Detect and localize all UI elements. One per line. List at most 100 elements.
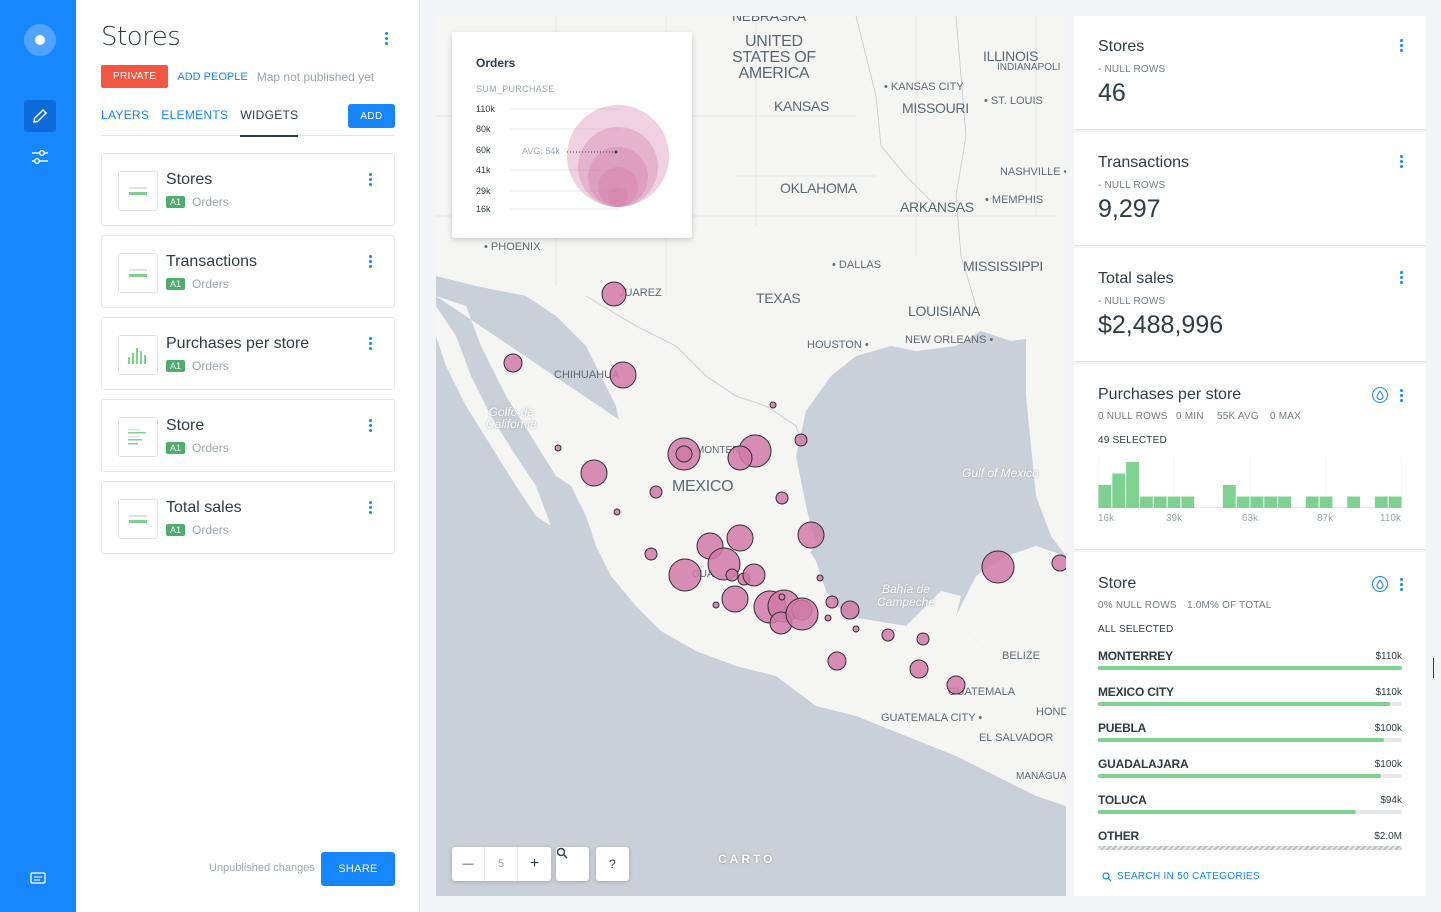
zoom-control: — 5 +: [452, 847, 551, 881]
map-label-indianapolis: INDIANAPOLI: [997, 62, 1061, 73]
histogram-bar[interactable]: [1305, 496, 1319, 509]
category-bar: [1098, 702, 1402, 706]
widget-options-kebab-icon[interactable]: [1397, 389, 1405, 402]
widget-card-total-sales[interactable]: Total sales A1 Orders: [101, 481, 395, 554]
min-stat: 0 MIN: [1176, 411, 1204, 422]
histogram-bar[interactable]: [1236, 496, 1250, 509]
category-item-other[interactable]: OTHER $2.0M: [1098, 829, 1402, 853]
privacy-button[interactable]: PRIVATE: [101, 65, 169, 88]
map-options-kebab-icon[interactable]: [382, 32, 390, 45]
map-label-chihuahua: CHIHUAHUA: [554, 369, 620, 381]
editor-panel: Stores PRIVATE ADD PEOPLE Map not publis…: [76, 0, 420, 912]
histogram-bar[interactable]: [1319, 496, 1333, 509]
settings-sliders-icon[interactable]: [24, 141, 56, 173]
null-rows: - NULL ROWS: [1098, 180, 1166, 191]
zoom-out-button[interactable]: —: [452, 847, 485, 881]
source-name: Orders: [192, 441, 229, 455]
layer-badge: A1: [166, 360, 186, 372]
histogram-bar[interactable]: [1098, 485, 1112, 508]
widget-options-kebab-icon[interactable]: [366, 255, 374, 268]
layer-badge: A1: [166, 196, 186, 208]
category-item[interactable]: MEXICO CITY $110k: [1098, 685, 1402, 709]
category-name: MONTERREY: [1098, 649, 1173, 663]
widget-options-kebab-icon[interactable]: [366, 337, 374, 350]
map-label-mississippi: MISSISSIPPI: [963, 258, 1043, 274]
histogram-bar[interactable]: [1139, 496, 1153, 509]
editor-tabs: LAYERS ELEMENTS WIDGETS: [101, 108, 395, 137]
source-name: Orders: [192, 195, 229, 209]
map-label-illinois: ILLINOIS: [983, 48, 1039, 64]
map-label-dallas: • DALLAS: [832, 259, 882, 271]
widget-card-transactions[interactable]: Transactions A1 Orders: [101, 235, 395, 308]
widget-options-kebab-icon[interactable]: [366, 173, 374, 186]
histogram-bar[interactable]: [1264, 496, 1278, 509]
histogram-chart[interactable]: [1098, 458, 1402, 508]
search-categories-link[interactable]: SEARCH IN 50 CATEGORIES: [1102, 871, 1260, 882]
histogram-bar[interactable]: [1167, 496, 1181, 509]
feedback-chat-icon[interactable]: [30, 872, 46, 891]
category-bar: [1098, 846, 1402, 850]
widget-title: Purchases per store: [1098, 386, 1242, 403]
histogram-bar[interactable]: [1347, 496, 1361, 509]
null-rows: - NULL ROWS: [1098, 64, 1166, 75]
histogram-bar[interactable]: [1222, 485, 1236, 508]
tab-widgets[interactable]: WIDGETS: [240, 108, 299, 137]
map-title[interactable]: Stores: [101, 22, 181, 52]
histogram-bar[interactable]: [1181, 496, 1195, 509]
map-label-el-salvador: EL SALVADOR: [979, 732, 1054, 744]
help-button[interactable]: ?: [596, 847, 629, 881]
color-by-drop-icon[interactable]: [1372, 576, 1388, 592]
tab-elements[interactable]: ELEMENTS: [161, 108, 229, 122]
zoom-in-button[interactable]: +: [529, 855, 540, 872]
legend-tick: 16k: [476, 204, 491, 214]
histogram-bar[interactable]: [1126, 462, 1139, 508]
widget-card-store[interactable]: Store A1 Orders: [101, 399, 395, 472]
widget-options-kebab-icon[interactable]: [1397, 39, 1405, 52]
widget-card-purchases-per-store[interactable]: Purchases per store A1 Orders: [101, 317, 395, 390]
edit-map-pencil-icon[interactable]: [24, 100, 56, 132]
widget-value: 9,297: [1098, 195, 1161, 223]
map-label-phoenix: • PHOENIX: [484, 241, 541, 253]
histogram-bar[interactable]: [1112, 473, 1126, 509]
publish-status: Map not published yet: [256, 69, 375, 84]
carto-logo-icon[interactable]: [24, 24, 56, 56]
widget-options-kebab-icon[interactable]: [1397, 155, 1405, 168]
category-item[interactable]: GUADALAJARA $100k: [1098, 757, 1402, 781]
legend-subtitle: SUM_PURCHASE: [476, 84, 555, 94]
carto-attribution: CARTO: [718, 852, 776, 866]
tab-layers[interactable]: LAYERS: [101, 108, 150, 122]
histogram-bar[interactable]: [1153, 496, 1167, 509]
search-categories-label: SEARCH IN 50 CATEGORIES: [1117, 871, 1260, 882]
category-item[interactable]: MONTERREY $110k: [1098, 649, 1402, 673]
histogram-bar[interactable]: [1374, 496, 1388, 509]
map-label-guatemala: GUATEMALA: [948, 686, 1016, 698]
histogram-bar[interactable]: [1278, 496, 1291, 509]
widget-title: Total sales: [166, 499, 242, 516]
add-widget-button[interactable]: ADD: [348, 104, 395, 128]
histogram-axis-label: 39k: [1166, 513, 1183, 524]
histogram-bar[interactable]: [1250, 496, 1264, 509]
color-by-drop-icon[interactable]: [1372, 387, 1388, 403]
map-canvas[interactable]: NEBRASKA UNITED STATES OF AMERICA ILLINO…: [436, 16, 1066, 896]
widget-options-kebab-icon[interactable]: [1397, 578, 1405, 591]
category-name: PUEBLA: [1098, 721, 1147, 735]
map-search-button[interactable]: [556, 847, 589, 881]
histogram-bar[interactable]: [1388, 496, 1402, 509]
map-label-juarez: JUAREZ: [619, 287, 662, 299]
map-label-monterrey: MONTERR: [696, 445, 747, 456]
map-label-st-louis: • ST. LOUIS: [984, 95, 1043, 107]
widget-title: Transactions: [166, 253, 257, 270]
widget-options-kebab-icon[interactable]: [1397, 271, 1405, 284]
widget-options-kebab-icon[interactable]: [366, 501, 374, 514]
histogram-axis-label: 110k: [1380, 513, 1401, 524]
formula-widget-icon: [118, 253, 158, 293]
histogram-axis-label: 63k: [1242, 513, 1259, 524]
widget-options-kebab-icon[interactable]: [366, 419, 374, 432]
category-item[interactable]: TOLUCA $94k: [1098, 793, 1402, 817]
widget-card-stores[interactable]: Stores A1 Orders: [101, 153, 395, 226]
category-item[interactable]: PUEBLA $100k: [1098, 721, 1402, 745]
map-meta: PRIVATE ADD PEOPLE Map not published yet: [101, 65, 374, 88]
map-label-belize: BELIZE: [1002, 650, 1040, 662]
share-button[interactable]: SHARE: [321, 852, 395, 886]
add-people-link[interactable]: ADD PEOPLE: [177, 70, 248, 83]
